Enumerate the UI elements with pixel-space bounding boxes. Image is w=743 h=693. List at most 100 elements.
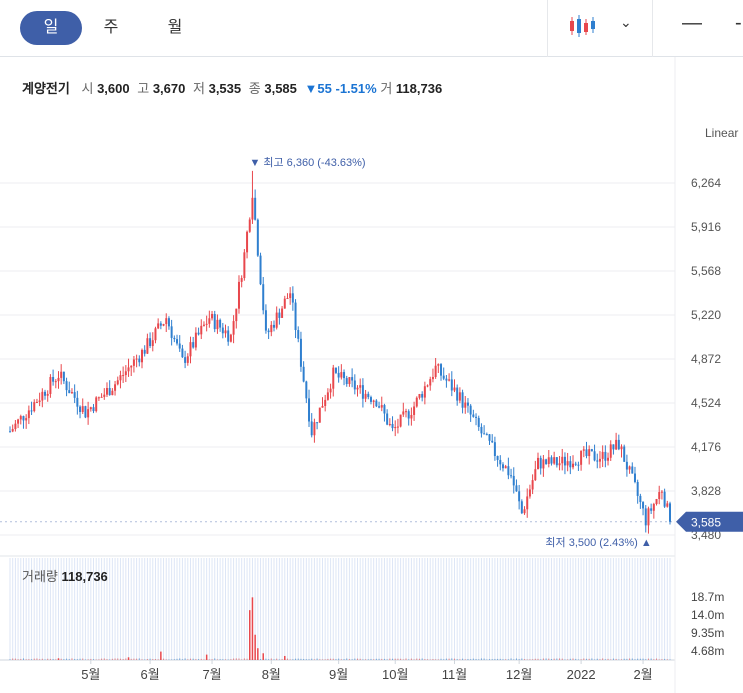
volume-bar [187, 659, 189, 660]
tab-day[interactable]: 일 [20, 11, 82, 45]
candle-body [202, 324, 205, 326]
candlestick-icon[interactable] [569, 13, 599, 39]
candle-body [367, 393, 370, 398]
volume-bar [219, 659, 221, 660]
volume-bar [168, 659, 170, 660]
minimize-icon[interactable]: — [682, 12, 702, 34]
candle-body [92, 407, 95, 412]
volume-tick-label: 9.35m [691, 626, 724, 640]
candle-body [73, 392, 76, 398]
candle-body [213, 314, 216, 330]
candle-body [431, 376, 434, 380]
change-pct: -1.51% [335, 81, 377, 96]
candle-body [89, 407, 92, 410]
candle-body [103, 394, 106, 397]
volume-bar [470, 659, 472, 660]
volume-bar [133, 658, 135, 660]
volume-bar [66, 658, 68, 660]
volume-bar [556, 658, 558, 660]
candle-body [391, 423, 394, 429]
candle-body [537, 457, 539, 470]
candle-body [235, 308, 238, 322]
candle-body [310, 421, 313, 436]
open-label: 시 [81, 81, 94, 96]
candle-body [25, 418, 28, 421]
volume-label: 거 [380, 81, 393, 96]
candle-body [504, 466, 507, 469]
candle-body [429, 379, 432, 386]
volume-spike-bar [249, 610, 251, 660]
volume-bar [518, 659, 520, 660]
volume-bar [437, 659, 439, 660]
candle-body [194, 332, 197, 348]
candle-body [375, 400, 378, 407]
volume-spike-bar [57, 658, 60, 660]
candle-body [453, 387, 456, 391]
volume-tick-label: 18.7m [691, 590, 724, 604]
volume-bar [375, 658, 377, 660]
volume-bar [238, 658, 240, 660]
candle-body [528, 489, 531, 497]
volume-bar [451, 658, 453, 660]
candle-body [19, 416, 22, 420]
volume-bar [130, 658, 132, 660]
candle-body [434, 365, 437, 377]
volume-bar [661, 659, 663, 660]
tab-month[interactable]: 월 [167, 19, 183, 36]
candle-body [60, 371, 63, 378]
candle-body [601, 451, 604, 459]
low-label: 저 [193, 81, 205, 96]
x-tick-label: 2월 [633, 667, 652, 682]
candle-body [162, 324, 165, 326]
volume-bar [327, 658, 329, 660]
candle-body [316, 422, 319, 424]
volume-bar [499, 658, 501, 660]
volume-bar [338, 658, 340, 660]
candle-body [224, 330, 227, 334]
candle-body [130, 365, 133, 368]
volume-bar [453, 658, 455, 660]
volume-bar [313, 659, 315, 660]
candle-body [604, 451, 607, 461]
candle-body [111, 390, 114, 396]
x-tick-label: 10월 [382, 667, 408, 682]
y-tick-label: 5,220 [691, 308, 721, 322]
chevron-down-icon[interactable]: ⌄ [620, 14, 632, 30]
volume-bar [618, 659, 620, 660]
volume-tick-label: 4.68m [691, 644, 724, 658]
volume-bar [316, 658, 318, 660]
candle-body [531, 480, 534, 490]
candle-body [617, 439, 620, 450]
candle-body [553, 457, 556, 464]
candle-body [369, 397, 372, 402]
candle-body [313, 422, 316, 436]
candle-body [334, 367, 337, 373]
volume-bar [650, 658, 652, 660]
volume-bar [321, 659, 323, 660]
volume-bar [63, 659, 65, 660]
volume-bar [545, 658, 547, 660]
scale-mode[interactable]: Linear [705, 126, 739, 140]
volume-bar [14, 658, 16, 660]
candle-body [259, 255, 262, 285]
candle-body [364, 393, 367, 399]
candle-body [33, 402, 36, 412]
candle-body [22, 416, 25, 421]
candle-body [291, 293, 294, 303]
volume-bar [537, 658, 539, 660]
volume-bar [198, 659, 200, 660]
more-icon[interactable]: - [735, 12, 742, 34]
volume-bar [580, 659, 582, 660]
tab-week[interactable]: 주 [103, 19, 119, 36]
volume-bar [424, 659, 426, 660]
volume-bar [211, 659, 213, 660]
candle-body [647, 508, 650, 526]
volume-bar [246, 658, 248, 660]
volume-spike-bar [284, 655, 286, 660]
candle-body [669, 503, 671, 522]
candle-body [9, 431, 11, 433]
candle-body [542, 459, 545, 469]
volume-bar [507, 659, 509, 660]
volume-bar [480, 658, 482, 660]
volume-bar [292, 659, 294, 660]
